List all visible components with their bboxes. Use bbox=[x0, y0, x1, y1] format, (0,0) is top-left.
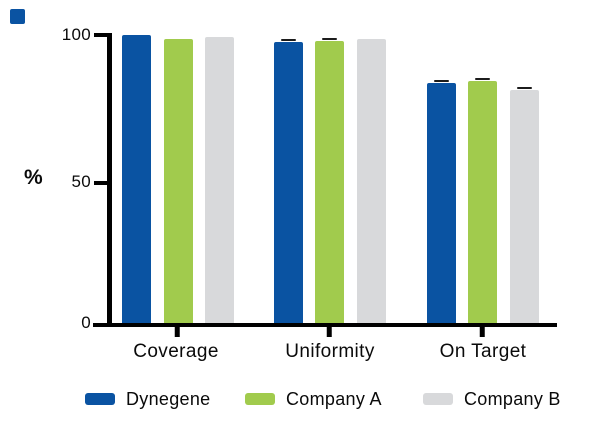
x-axis-line bbox=[93, 322, 557, 327]
bar-company-b-uniformity bbox=[356, 39, 386, 323]
legend-swatch-company-b bbox=[423, 393, 453, 405]
bar-dynegene-on-target bbox=[426, 83, 456, 323]
bar-company-a-on-target bbox=[468, 81, 497, 323]
category-label-on-target: On Target bbox=[439, 341, 527, 362]
legend-swatch-dynegene bbox=[85, 393, 115, 405]
bar-company-b-coverage bbox=[205, 36, 234, 323]
bar-company-a-coverage bbox=[163, 39, 193, 323]
error-bar-cap bbox=[475, 77, 490, 81]
error-bar-cap bbox=[433, 79, 449, 83]
bar-dynegene-coverage bbox=[122, 35, 151, 323]
bar-company-b-on-target bbox=[509, 90, 539, 323]
error-bar-cap bbox=[322, 37, 337, 41]
y-tick-100 bbox=[94, 33, 108, 37]
legend-label-company-b: Company B bbox=[464, 388, 561, 409]
category-label-coverage: Coverage bbox=[133, 341, 219, 362]
y-tick-label-100: 100 bbox=[61, 25, 91, 44]
category-label-uniformity: Uniformity bbox=[285, 341, 375, 362]
y-axis-title: % bbox=[24, 166, 43, 189]
error-bar-cap bbox=[516, 86, 532, 89]
legend-item-company-b: Company B bbox=[423, 388, 561, 410]
legend-label-company-a: Company A bbox=[286, 388, 382, 409]
y-axis-line bbox=[107, 33, 112, 327]
x-tick-uniformity bbox=[326, 327, 332, 337]
y-tick-label-50: 50 bbox=[71, 172, 91, 191]
bar-dynegene-uniformity bbox=[273, 42, 303, 323]
legend-item-dynegene: Dynegene bbox=[85, 388, 210, 410]
legend-label-dynegene: Dynegene bbox=[126, 388, 211, 409]
x-tick-on-target bbox=[479, 327, 485, 337]
bar-company-a-uniformity bbox=[315, 41, 344, 323]
corner-blue-square bbox=[10, 9, 25, 24]
legend-swatch-company-a bbox=[245, 393, 275, 405]
legend-item-company-a: Company A bbox=[245, 388, 382, 410]
y-tick-50 bbox=[94, 181, 108, 185]
y-tick-label-0: 0 bbox=[81, 313, 91, 332]
x-tick-coverage bbox=[174, 327, 180, 337]
error-bar-cap bbox=[280, 38, 296, 42]
